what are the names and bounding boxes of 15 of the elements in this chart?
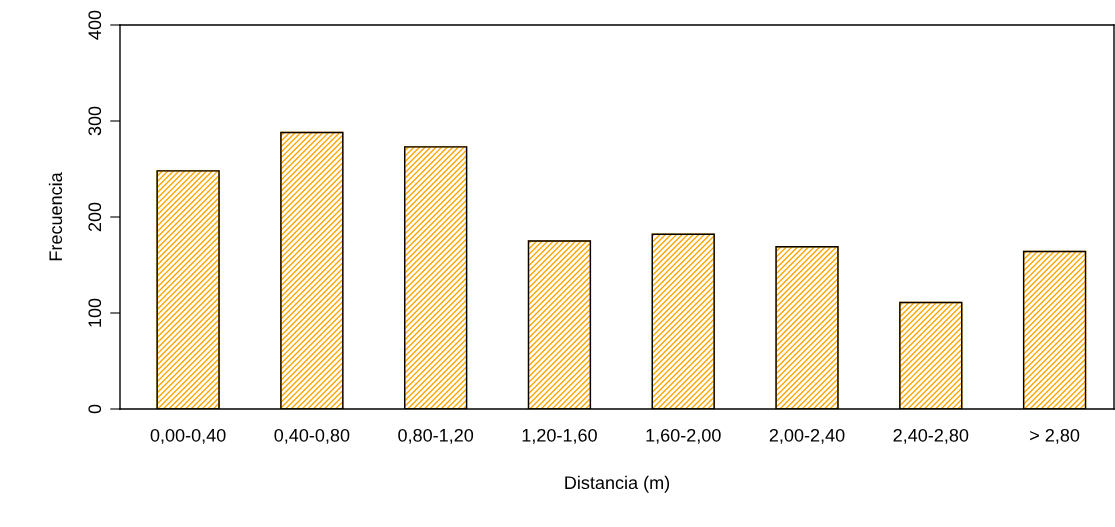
y-axis-title: Frecuencia [48,172,63,261]
y-tick-label: 400 [88,10,102,40]
x-tick-label: 0,00-0,40 [150,428,226,444]
y-tick-label: 100 [88,298,102,327]
y-tick-label: 0 [88,404,102,414]
x-tick-label: > 2,80 [1030,428,1080,444]
y-tick-label: 300 [88,106,102,136]
x-tick-label: 1,60-2,00 [646,428,721,444]
x-tick-label: 2,40-2,80 [893,428,969,444]
x-axis-title: Distancia (m) [565,475,670,493]
x-tick-label: 2,00-2,40 [769,428,845,444]
x-tick-label: 1,20-1,60 [522,428,597,444]
x-tick-label: 0,40-0,80 [274,428,350,444]
y-tick-label: 200 [88,202,102,232]
x-tick-label: 0,80-1,20 [398,428,474,444]
